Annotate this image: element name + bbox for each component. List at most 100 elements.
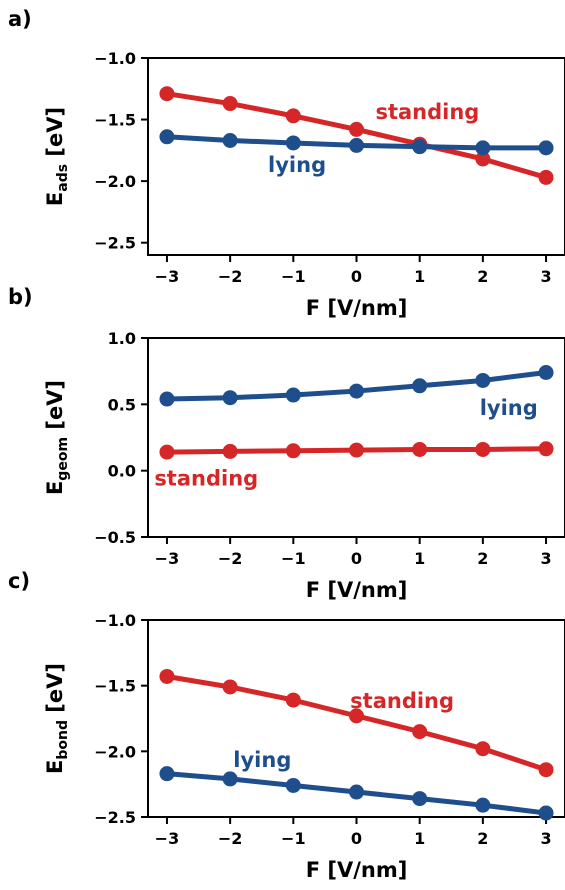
series-label-standing: standing (154, 466, 258, 490)
data-point-lying (475, 797, 491, 813)
series-standing: standing (154, 441, 554, 490)
y-tick-label: 0.5 (108, 395, 136, 414)
series-lying: lying (159, 364, 554, 420)
series-label-lying: lying (480, 396, 538, 420)
x-tick-label: 0 (351, 267, 362, 286)
series-label-lying: lying (233, 748, 291, 772)
data-point-standing (222, 96, 238, 112)
data-point-lying (222, 771, 238, 787)
series-label-standing: standing (375, 100, 479, 124)
data-point-standing (475, 741, 491, 757)
data-point-lying (349, 383, 364, 399)
data-point-standing (222, 443, 238, 459)
data-point-standing (349, 442, 364, 458)
data-point-lying (412, 791, 428, 807)
data-point-lying (538, 364, 554, 380)
axes-frame (147, 57, 565, 256)
data-point-lying (475, 372, 491, 388)
data-point-lying (412, 139, 428, 155)
panel-label: a) (8, 7, 32, 31)
y-tick-label: −1.5 (94, 677, 136, 696)
x-tick-label: −2 (218, 267, 243, 286)
y-axis-label: Egeom [eV] (43, 380, 71, 495)
y-axis-label: Eads [eV] (43, 107, 71, 206)
data-point-lying (475, 140, 491, 156)
x-tick-label: −3 (155, 267, 180, 286)
data-point-standing (285, 443, 301, 459)
x-tick-label: 3 (540, 549, 551, 568)
y-tick-label: −2.5 (94, 234, 136, 253)
x-tick-label: 2 (477, 829, 488, 848)
data-point-standing (159, 86, 175, 102)
x-tick-label: 1 (414, 267, 425, 286)
data-point-standing (412, 441, 428, 457)
x-tick-label: 1 (414, 829, 425, 848)
data-point-lying (349, 784, 364, 800)
x-tick-label: −3 (155, 829, 180, 848)
y-tick-label: −2.0 (94, 742, 136, 761)
data-point-lying (285, 387, 301, 403)
data-point-lying (538, 140, 554, 156)
x-tick-label: 3 (540, 829, 551, 848)
panel-b: b) −3 −2 −1 0 1 2 3 1.0 0.5 0.0 −0.5 F [V/nm] Egeom [… (8, 285, 565, 602)
data-point-standing (538, 441, 554, 457)
y-tick-label: 0.0 (108, 462, 136, 481)
x-tick-label: 1 (414, 549, 425, 568)
axes-frame (147, 337, 565, 538)
data-point-standing (538, 762, 554, 778)
data-point-standing (159, 444, 175, 460)
series-label-lying: lying (268, 153, 326, 177)
data-point-lying (285, 135, 301, 151)
data-point-lying (159, 129, 175, 145)
panel-a: a) −3 −2 −1 0 1 2 3 −1.0 −1.5 −2.0 −2.5 F [V/nm] Eads… (8, 7, 565, 320)
data-point-lying (159, 391, 175, 407)
panel-label: b) (8, 285, 33, 309)
y-tick-label: −1.0 (94, 611, 136, 630)
y-tick-label: 1.0 (108, 329, 136, 348)
data-point-lying (412, 378, 428, 394)
y-tick-label: −2.5 (94, 808, 136, 827)
panel-c: c) −3 −2 −1 0 1 2 3 −1.0 −1.5 −2.0 −2.5 F [V/nm] Ebon… (8, 569, 565, 882)
data-point-standing (475, 151, 491, 167)
x-tick-label: 2 (477, 267, 488, 286)
y-tick-label: −0.5 (94, 528, 136, 547)
data-point-standing (285, 692, 301, 708)
series-label-standing: standing (350, 689, 454, 713)
y-tick-label: −1.0 (94, 49, 136, 68)
data-point-standing (412, 724, 428, 740)
x-tick-label: 0 (351, 549, 362, 568)
series-standing: standing (159, 86, 554, 185)
data-point-standing (349, 708, 364, 724)
data-point-lying (222, 132, 238, 148)
data-point-standing (475, 441, 491, 457)
x-tick-label: −1 (281, 267, 306, 286)
x-tick-label: −1 (281, 829, 306, 848)
y-tick-label: −2.0 (94, 172, 136, 191)
series-standing: standing (159, 668, 554, 778)
x-tick-label: −2 (218, 549, 243, 568)
x-tick-label: −2 (218, 829, 243, 848)
x-tick-label: 2 (477, 549, 488, 568)
data-point-lying (285, 777, 301, 793)
x-axis-label: F [V/nm] (306, 578, 408, 602)
data-point-lying (538, 805, 554, 821)
data-point-lying (159, 766, 175, 782)
x-tick-label: −1 (281, 549, 306, 568)
data-point-standing (349, 121, 364, 137)
data-point-standing (538, 169, 554, 185)
x-axis-label: F [V/nm] (306, 296, 408, 320)
data-point-lying (349, 137, 364, 153)
y-tick-label: −1.5 (94, 111, 136, 130)
data-point-standing (159, 668, 175, 684)
data-point-lying (222, 390, 238, 406)
data-point-standing (285, 108, 301, 124)
series-lying: lying (159, 129, 554, 177)
panel-label: c) (8, 569, 30, 593)
x-tick-label: 3 (540, 267, 551, 286)
x-axis-label: F [V/nm] (306, 858, 408, 882)
y-axis-label: Ebond [eV] (43, 663, 71, 774)
x-tick-label: −3 (155, 549, 180, 568)
x-tick-label: 0 (351, 829, 362, 848)
